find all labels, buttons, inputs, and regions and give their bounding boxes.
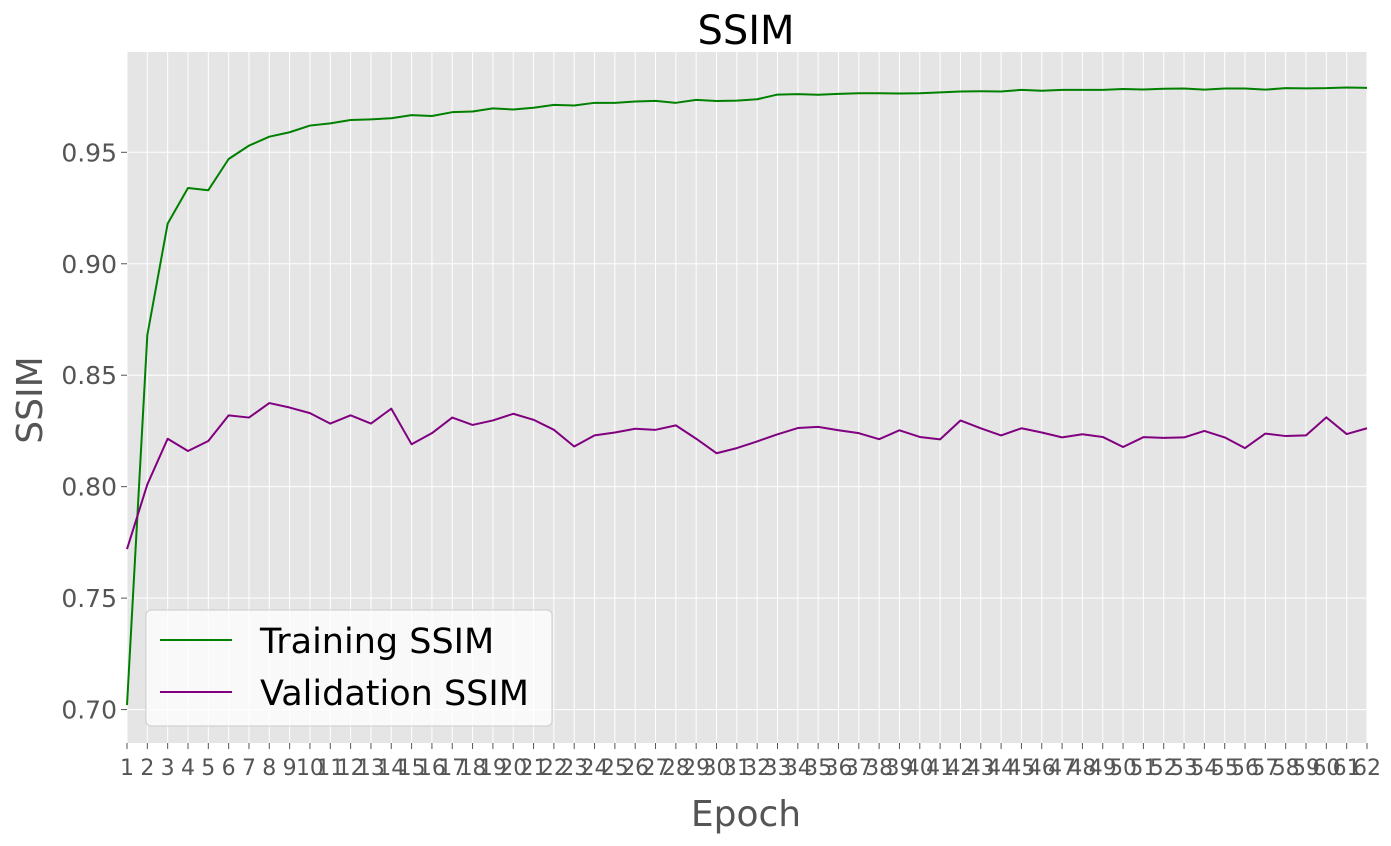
series-line-training [126,86,1368,706]
x-tick-label: 38 [865,756,893,781]
x-tick-label: 39 [885,756,913,781]
x-tick-label: 2 [140,756,154,781]
x-tick-label: 57 [1251,756,1279,781]
legend-label: Training SSIM [259,622,494,662]
x-tick-label: 41 [926,756,954,781]
x-tick-label: 51 [1129,756,1157,781]
series-line-validation [126,402,1368,550]
x-tick-label: 32 [743,756,771,781]
x-tick-label: 35 [804,756,832,781]
x-tick-label: 9 [283,756,297,781]
x-tick-label: 20 [499,756,527,781]
x-tick-label: 28 [662,756,690,781]
x-tick-label: 24 [581,756,609,781]
x-tick-label: 48 [1068,756,1096,781]
y-tick-label: 0.70 [61,696,117,725]
x-tick-label: 53 [1170,756,1198,781]
y-tick-label: 0.75 [61,584,117,613]
x-tick-label: 44 [987,756,1015,781]
x-tick-label: 62 [1353,756,1381,781]
x-tick-label: 19 [479,756,507,781]
x-tick-label: 33 [763,756,791,781]
legend-box [145,609,553,727]
x-tick-label: 22 [540,756,568,781]
legend: Training SSIM Validation SSIM [145,609,553,727]
y-tick-label: 0.90 [61,250,117,279]
x-tick-label: 23 [560,756,588,781]
x-tick-label: 45 [1007,756,1035,781]
x-tick-label: 11 [316,756,344,781]
x-tick-label: 6 [222,756,236,781]
legend-label: Validation SSIM [260,674,529,714]
x-tick-label: 8 [262,756,276,781]
x-tick-label: 55 [1211,756,1239,781]
x-tick-label: 36 [824,756,852,781]
x-tick-label: 15 [398,756,426,781]
x-tick-label: 54 [1190,756,1218,781]
x-tick-label: 30 [703,756,731,781]
x-tick-label: 7 [242,756,256,781]
x-axis-label: Epoch [691,794,801,835]
x-tick-label: 34 [784,756,812,781]
x-tick-label: 59 [1292,756,1320,781]
x-tick-label: 14 [377,756,405,781]
x-tick-label: 42 [946,756,974,781]
x-tick-label: 56 [1231,756,1259,781]
y-axis-ticks: 0.70 0.75 0.80 0.85 0.90 0.95 [61,138,127,725]
x-tick-label: 60 [1312,756,1340,781]
x-tick-label: 3 [161,756,175,781]
x-tick-label: 31 [723,756,751,781]
y-tick-label: 0.80 [61,473,117,502]
x-tick-label: 58 [1272,756,1300,781]
x-tick-label: 43 [967,756,995,781]
x-tick-label: 61 [1333,756,1361,781]
x-tick-label: 29 [682,756,710,781]
chart-title: SSIM [697,8,794,54]
x-axis-ticks: 1 2 3 4 5 6 7 8 9 1011121314151617181920212223242… [120,743,1381,781]
y-axis-label: SSIM [10,356,51,443]
x-tick-label: 13 [357,756,385,781]
series-lines [126,86,1368,706]
x-tick-label: 37 [845,756,873,781]
x-tick-label: 18 [459,756,487,781]
x-tick-label: 5 [201,756,215,781]
x-tick-label: 40 [906,756,934,781]
x-tick-label: 21 [520,756,548,781]
x-tick-label: 49 [1089,756,1117,781]
x-tick-label: 17 [438,756,466,781]
x-tick-label: 4 [181,756,195,781]
x-tick-label: 47 [1048,756,1076,781]
x-tick-label: 1 [120,756,134,781]
x-tick-label: 46 [1028,756,1056,781]
y-tick-label: 0.85 [61,361,117,390]
x-tick-label: 26 [621,756,649,781]
x-tick-label: 10 [296,756,324,781]
x-tick-label: 16 [418,756,446,781]
x-tick-label: 12 [337,756,365,781]
x-tick-label: 52 [1150,756,1178,781]
x-tick-label: 27 [642,756,670,781]
y-tick-label: 0.95 [61,138,117,167]
x-tick-label: 50 [1109,756,1137,781]
x-tick-label: 25 [601,756,629,781]
